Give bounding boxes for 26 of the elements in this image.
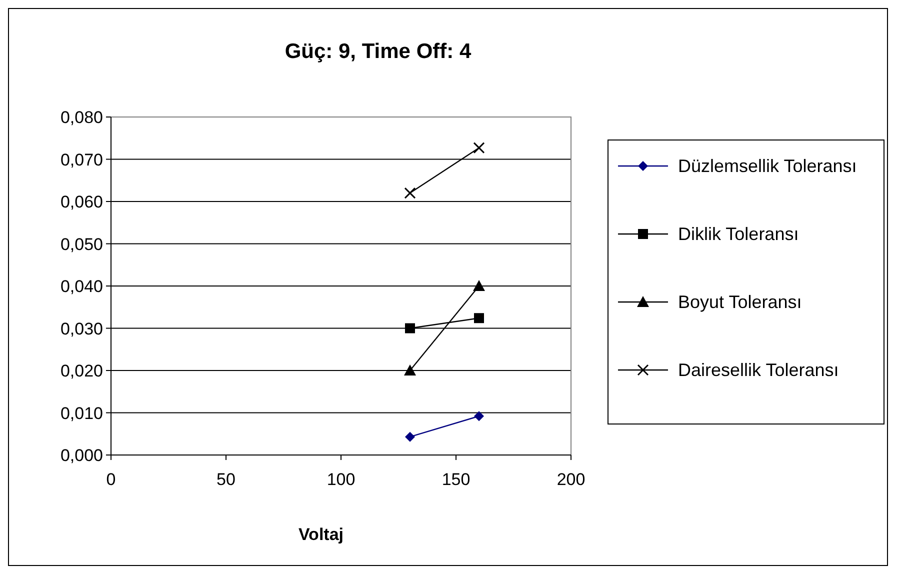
point xyxy=(474,313,484,324)
x-tick-label: 100 xyxy=(326,470,356,489)
point xyxy=(405,432,415,442)
point xyxy=(405,323,415,334)
x-tick-label: 0 xyxy=(106,470,116,489)
legend-label: Düzlemsellik Toleransı xyxy=(678,156,857,176)
point xyxy=(473,142,485,154)
y-tick-label: 0,010 xyxy=(60,404,103,423)
point xyxy=(474,411,484,422)
y-tick-label: 0,060 xyxy=(60,192,103,212)
y-tick-label: 0,050 xyxy=(60,234,103,254)
legend-label: Boyut Toleransı xyxy=(678,292,802,312)
y-tick-label: 0,030 xyxy=(60,319,103,338)
point xyxy=(404,187,416,199)
y-tick-label: 0,020 xyxy=(60,362,103,380)
x-tick-label: 50 xyxy=(216,470,236,489)
y-tick-label: 0,000 xyxy=(60,446,103,465)
x-tick-label: 200 xyxy=(556,470,586,489)
y-tick-label: 0,070 xyxy=(60,150,103,170)
x-axis-title: Voltaj xyxy=(298,525,344,544)
legend-label: Diklik Toleransı xyxy=(678,224,799,244)
x-tick-label: 150 xyxy=(442,470,470,489)
legend-label: Dairesellik Toleransı xyxy=(678,360,839,380)
y-tick-label: 0,080 xyxy=(60,108,103,127)
y-tick-label: 0,040 xyxy=(60,277,103,296)
chart-title: Güç: 9, Time Off: 4 xyxy=(284,40,472,63)
